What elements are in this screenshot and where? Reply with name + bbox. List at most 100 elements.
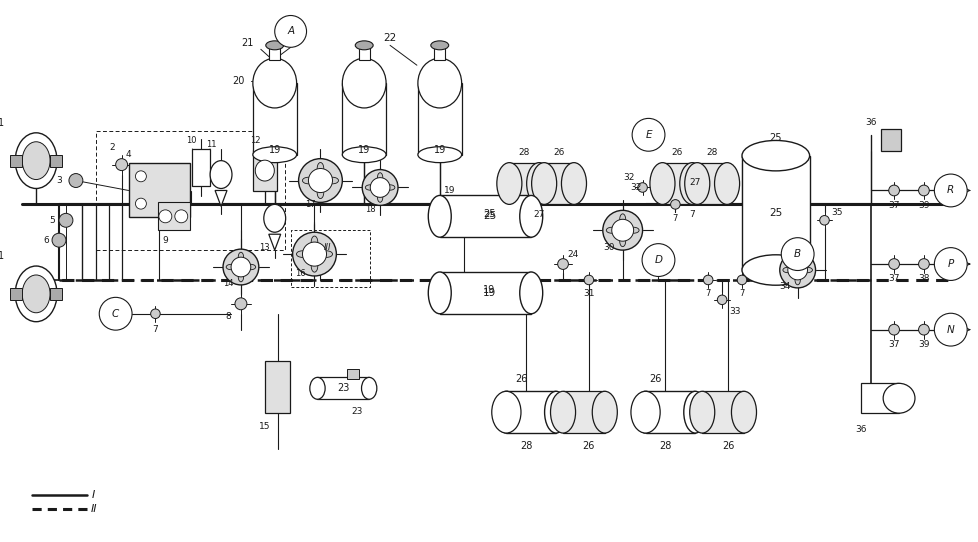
Bar: [158, 202, 190, 230]
Text: 28: 28: [706, 148, 717, 157]
Text: 30: 30: [602, 243, 614, 251]
Text: 19: 19: [268, 145, 281, 156]
Text: 23: 23: [336, 383, 349, 393]
Ellipse shape: [22, 142, 50, 179]
Ellipse shape: [427, 196, 451, 237]
Text: 7: 7: [705, 289, 710, 298]
Text: 6: 6: [43, 236, 49, 244]
Text: 7: 7: [672, 214, 678, 223]
Ellipse shape: [782, 267, 792, 273]
Ellipse shape: [317, 186, 324, 198]
Ellipse shape: [634, 391, 656, 433]
Circle shape: [637, 183, 646, 192]
Ellipse shape: [320, 251, 333, 257]
Circle shape: [275, 16, 306, 47]
Circle shape: [135, 171, 147, 182]
Ellipse shape: [794, 275, 800, 285]
Text: 19: 19: [482, 288, 496, 298]
Text: 27: 27: [689, 178, 700, 187]
Text: 25: 25: [769, 133, 781, 143]
Text: 1: 1: [0, 251, 4, 261]
Text: 21: 21: [242, 38, 254, 48]
Text: 8: 8: [225, 312, 231, 321]
Text: 19: 19: [433, 145, 445, 156]
Ellipse shape: [519, 196, 542, 237]
Bar: [264, 362, 289, 413]
Text: 7: 7: [153, 325, 158, 334]
Text: 12: 12: [249, 136, 260, 145]
Ellipse shape: [302, 177, 314, 184]
Ellipse shape: [689, 391, 714, 433]
Circle shape: [787, 260, 807, 280]
Text: 27: 27: [533, 210, 545, 219]
Circle shape: [302, 242, 327, 266]
Ellipse shape: [255, 160, 274, 181]
Text: 28: 28: [658, 441, 671, 451]
Ellipse shape: [365, 185, 375, 190]
Circle shape: [933, 313, 966, 346]
Circle shape: [362, 170, 398, 205]
Ellipse shape: [794, 255, 800, 265]
Text: 9: 9: [162, 236, 168, 244]
Text: 39: 39: [917, 201, 929, 210]
Ellipse shape: [741, 140, 809, 171]
Ellipse shape: [592, 391, 617, 433]
Text: 19: 19: [483, 285, 495, 295]
Circle shape: [602, 210, 642, 250]
Bar: [861, 383, 898, 413]
Text: 28: 28: [519, 441, 532, 451]
Circle shape: [292, 232, 336, 276]
Bar: [696, 163, 727, 204]
Text: I: I: [92, 489, 95, 500]
Bar: [317, 377, 369, 399]
Text: 36: 36: [855, 424, 867, 434]
Text: 36: 36: [865, 118, 876, 127]
Text: 5: 5: [49, 216, 55, 225]
Circle shape: [888, 324, 899, 335]
Circle shape: [298, 159, 342, 202]
Circle shape: [151, 309, 160, 319]
Ellipse shape: [741, 255, 809, 285]
Circle shape: [917, 259, 928, 269]
Text: 37: 37: [887, 340, 899, 349]
Text: 26: 26: [514, 375, 527, 384]
Text: 25: 25: [769, 208, 781, 218]
Bar: [347, 370, 359, 379]
Ellipse shape: [605, 227, 616, 233]
Ellipse shape: [418, 147, 462, 163]
Bar: [662, 163, 691, 204]
Bar: [10, 154, 22, 166]
Ellipse shape: [496, 163, 521, 204]
Ellipse shape: [531, 163, 556, 204]
Text: 14: 14: [223, 280, 233, 288]
Ellipse shape: [649, 163, 674, 204]
Bar: [128, 163, 190, 217]
Ellipse shape: [245, 264, 255, 270]
Text: C: C: [111, 309, 119, 319]
Bar: [252, 83, 296, 154]
Bar: [342, 83, 385, 154]
Bar: [10, 288, 22, 300]
Ellipse shape: [491, 391, 520, 433]
Bar: [439, 196, 531, 237]
Ellipse shape: [630, 391, 659, 433]
Circle shape: [736, 275, 746, 285]
Circle shape: [933, 248, 966, 280]
Ellipse shape: [560, 163, 586, 204]
Text: 24: 24: [567, 250, 578, 259]
Text: R: R: [946, 185, 954, 196]
Text: B: B: [793, 249, 800, 259]
Text: 23: 23: [351, 406, 363, 416]
Text: 32: 32: [622, 173, 634, 182]
Ellipse shape: [311, 260, 318, 272]
Bar: [439, 272, 531, 314]
Ellipse shape: [526, 163, 552, 204]
Bar: [418, 83, 462, 154]
Text: 7: 7: [738, 289, 744, 298]
Circle shape: [632, 118, 664, 151]
Ellipse shape: [628, 227, 639, 233]
Ellipse shape: [311, 236, 318, 248]
Bar: [741, 156, 809, 270]
Text: 4: 4: [125, 150, 131, 159]
Bar: [269, 46, 280, 60]
